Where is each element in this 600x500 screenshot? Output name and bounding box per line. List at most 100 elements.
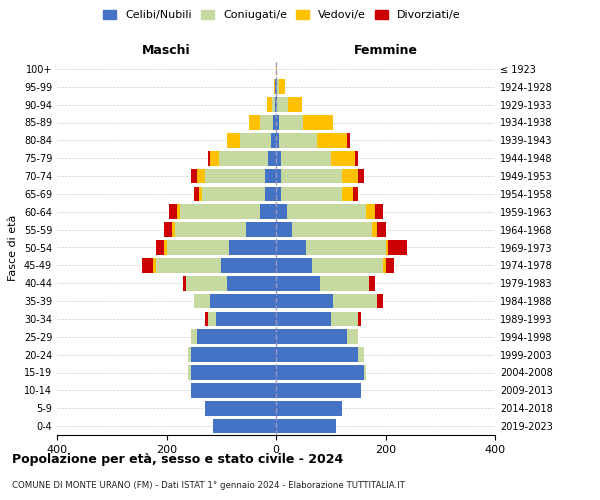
Bar — [194, 294, 210, 308]
Bar — [188, 348, 191, 362]
Bar — [276, 168, 281, 184]
Bar — [358, 168, 364, 184]
Bar — [311, 258, 383, 272]
Bar — [334, 294, 377, 308]
Bar — [276, 365, 364, 380]
Bar — [210, 151, 218, 166]
Bar — [276, 401, 342, 415]
Bar — [191, 348, 276, 362]
Bar — [202, 186, 265, 201]
Bar — [218, 151, 268, 166]
Bar — [358, 348, 364, 362]
Bar — [383, 258, 386, 272]
Bar — [205, 401, 276, 415]
Bar — [164, 240, 167, 255]
Bar — [377, 222, 386, 237]
Bar — [276, 258, 311, 272]
Bar — [272, 98, 275, 112]
Bar — [279, 133, 317, 148]
Bar — [172, 222, 175, 237]
Bar — [194, 186, 199, 201]
Bar — [276, 240, 306, 255]
Bar — [188, 365, 191, 380]
Bar — [355, 151, 358, 166]
Bar — [320, 276, 369, 290]
Bar — [275, 98, 276, 112]
Bar — [191, 365, 276, 380]
Bar — [276, 133, 279, 148]
Bar — [358, 312, 361, 326]
Bar — [276, 115, 279, 130]
Bar — [369, 276, 374, 290]
Bar — [213, 419, 276, 434]
Bar — [227, 133, 241, 148]
Bar — [279, 115, 304, 130]
Bar — [155, 240, 164, 255]
Bar — [277, 98, 288, 112]
Bar — [377, 294, 383, 308]
Bar — [331, 312, 358, 326]
Bar — [276, 222, 292, 237]
Bar — [185, 276, 227, 290]
Bar — [268, 151, 276, 166]
Bar — [273, 115, 276, 130]
Bar — [331, 151, 355, 166]
Bar — [191, 383, 276, 398]
Bar — [281, 168, 342, 184]
Bar — [277, 80, 279, 94]
Bar — [276, 330, 347, 344]
Bar — [197, 168, 205, 184]
Bar — [208, 151, 210, 166]
Bar — [265, 186, 276, 201]
Y-axis label: Fasce di età: Fasce di età — [8, 214, 18, 280]
Bar — [386, 258, 394, 272]
Bar — [276, 348, 358, 362]
Bar — [276, 204, 287, 219]
Bar — [276, 419, 336, 434]
Bar — [175, 222, 246, 237]
Bar — [374, 204, 383, 219]
Bar — [205, 168, 265, 184]
Bar — [153, 258, 155, 272]
Bar — [276, 294, 334, 308]
Text: Popolazione per età, sesso e stato civile - 2024: Popolazione per età, sesso e stato civil… — [12, 452, 343, 466]
Bar — [229, 240, 276, 255]
Bar — [276, 276, 320, 290]
Bar — [276, 151, 281, 166]
Bar — [276, 383, 361, 398]
Text: Femmine: Femmine — [353, 44, 418, 58]
Bar — [276, 98, 277, 112]
Bar — [164, 222, 172, 237]
Bar — [169, 204, 178, 219]
Bar — [227, 276, 276, 290]
Bar — [271, 133, 276, 148]
Bar — [288, 98, 302, 112]
Bar — [191, 330, 197, 344]
Bar — [183, 276, 185, 290]
Bar — [248, 115, 260, 130]
Bar — [191, 168, 197, 184]
Bar — [386, 240, 388, 255]
Bar — [260, 204, 276, 219]
Bar — [287, 204, 367, 219]
Bar — [276, 62, 277, 76]
Text: Maschi: Maschi — [142, 44, 191, 58]
Bar — [342, 168, 358, 184]
Bar — [208, 312, 216, 326]
Bar — [266, 98, 272, 112]
Bar — [178, 204, 180, 219]
Bar — [274, 80, 275, 94]
Bar — [281, 186, 342, 201]
Bar — [388, 240, 407, 255]
Bar — [353, 186, 358, 201]
Bar — [221, 258, 276, 272]
Bar — [241, 133, 271, 148]
Bar — [367, 204, 374, 219]
Bar — [205, 312, 208, 326]
Bar — [246, 222, 276, 237]
Bar — [347, 133, 350, 148]
Bar — [281, 151, 331, 166]
Bar — [210, 294, 276, 308]
Bar — [265, 168, 276, 184]
Bar — [199, 186, 202, 201]
